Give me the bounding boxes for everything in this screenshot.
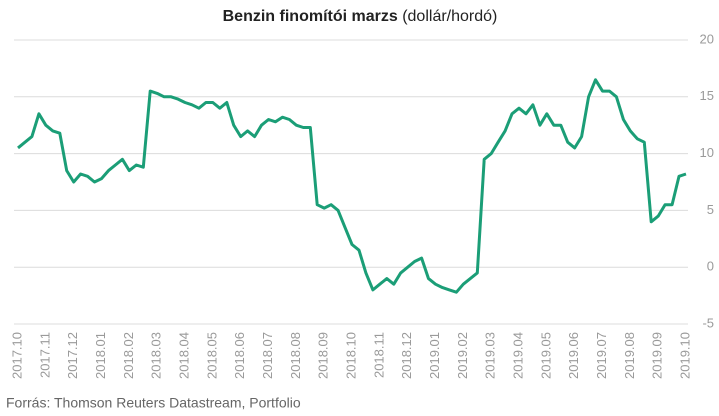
x-tick-label: 2018.10: [343, 332, 358, 379]
title: Benzin finomítói marzs: [223, 8, 398, 25]
y-tick-label: -5: [702, 315, 714, 330]
x-tick-label: 2019.04: [510, 332, 525, 379]
x-tick-label: 2018.12: [399, 332, 414, 379]
x-tick-label: 2018.09: [316, 332, 331, 379]
y-tick-label: 15: [700, 88, 714, 103]
x-tick-label: 2018.03: [149, 332, 164, 379]
x-tick-label: 2018.02: [121, 332, 136, 379]
subtitle: (dollár/hordó): [402, 8, 497, 25]
x-tick-label: 2018.05: [204, 332, 219, 379]
x-tick-label: 2019.08: [622, 332, 637, 379]
x-tick-label: 2018.11: [371, 332, 386, 378]
x-tick-label: 2019.06: [566, 332, 581, 379]
x-tick-label: 2019.03: [483, 332, 498, 379]
x-tick-label: 2018.08: [288, 332, 303, 379]
x-tick-label: 2017.12: [65, 332, 80, 379]
x-tick-label: 2019.10: [677, 332, 692, 379]
source: Forrás: Thomson Reuters Datastream, Port…: [6, 395, 301, 411]
x-tick-label: 2019.02: [455, 332, 470, 379]
x-tick-label: 2019.09: [650, 332, 665, 379]
y-tick-label: 0: [707, 259, 714, 274]
x-tick-label: 2019.01: [427, 332, 442, 379]
y-tick-label: 20: [700, 31, 714, 46]
x-tick-label: 2017.10: [9, 332, 24, 379]
y-tick-label: 5: [707, 202, 714, 217]
x-tick-label: 2017.11: [37, 332, 52, 378]
x-tick-label: 2018.07: [260, 332, 275, 379]
x-tick-label: 2018.04: [176, 332, 191, 379]
y-tick-label: 10: [700, 145, 714, 160]
x-tick-label: 2019.07: [594, 332, 609, 379]
chart-title: Benzin finomítói marzs (dollár/hordó): [223, 8, 498, 25]
line-series: [17, 78, 687, 294]
x-tick-label: 2018.01: [93, 332, 108, 379]
x-tick-label: 2018.06: [232, 332, 247, 379]
x-tick-label: 2019.05: [538, 332, 553, 379]
